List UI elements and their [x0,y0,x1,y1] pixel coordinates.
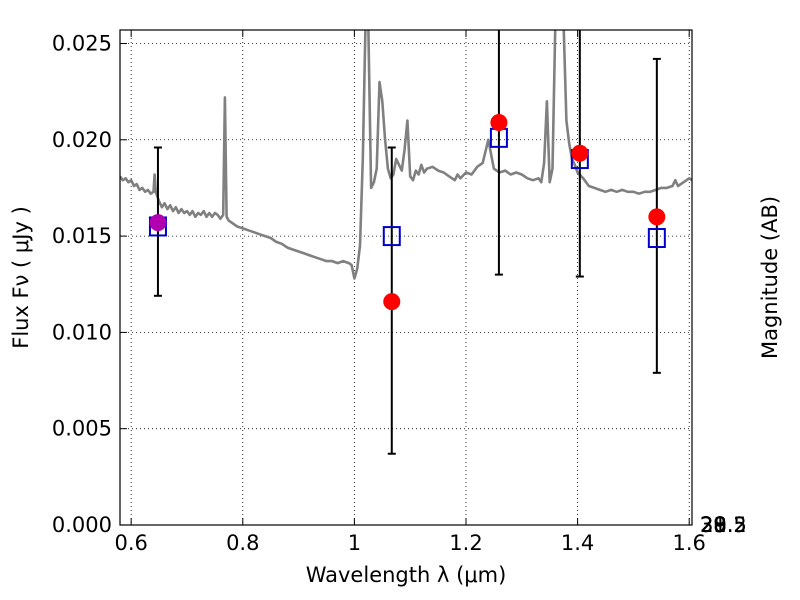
x-tick-label: 0.6 [114,531,147,555]
x-tick-label: 1.4 [561,531,594,555]
right-axis-label: Magnitude (AB) [758,196,782,359]
y-tick-label: 0.020 [52,128,112,152]
x-tick-label: 0.8 [226,531,259,555]
tick-labels: 0.6 0.8 1 1.2 1.4 1.6 0.000 0.005 0.010 0.015 0.02… [52,31,747,555]
y-tick-label: 0.025 [52,31,112,55]
y-tick-label: 0.000 [52,513,112,537]
observed-point [490,113,508,131]
observed-point [571,144,589,162]
observed-photometry [149,113,666,311]
right-tick-label: 28.2 [700,513,747,537]
ticks [120,30,692,526]
y-tick-label: 0.010 [52,320,112,344]
right-tick-label: 30 [700,513,727,537]
observed-point [149,214,167,232]
model-point [647,228,666,249]
grid [120,30,692,526]
y-tick-label: 0.005 [52,417,112,441]
model-point [382,226,401,247]
x-axis-label: Wavelength λ (μm) [306,563,507,587]
observed-point [383,293,401,311]
spectrum-line [120,30,692,280]
right-tick-label: 28 [700,513,727,537]
right-tick-label: 31 [700,513,727,537]
y-axis-label: Flux Fν ( μJy ) [9,206,33,349]
plot-frame [119,29,693,526]
right-tick-label: 29.5 [700,513,747,537]
right-tick-label: 28.5 [700,513,747,537]
x-tick-label: 1.6 [673,531,706,555]
y-tick-label: 0.015 [52,224,112,248]
x-tick-label: 1 [348,531,361,555]
observed-point [648,208,666,226]
x-tick-label: 1.2 [449,531,482,555]
right-tick-label: 29 [700,513,727,537]
error-bars [153,30,661,455]
model-spectrum [120,30,692,280]
